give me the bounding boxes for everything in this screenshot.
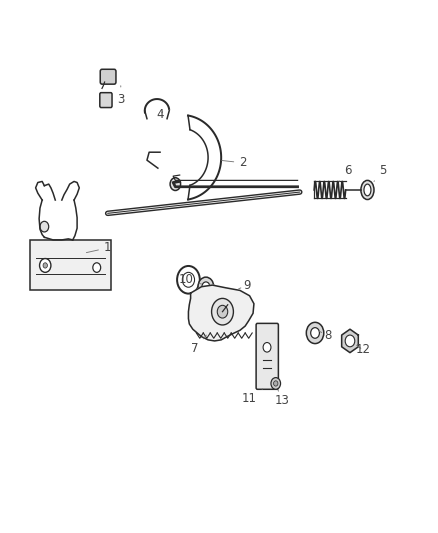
- Circle shape: [93, 263, 101, 272]
- Text: 9: 9: [239, 279, 251, 292]
- Circle shape: [263, 343, 271, 352]
- Circle shape: [39, 259, 51, 272]
- Text: 8: 8: [319, 329, 332, 342]
- Text: 3: 3: [117, 86, 124, 106]
- FancyBboxPatch shape: [100, 93, 112, 108]
- Text: 1: 1: [86, 241, 111, 254]
- Circle shape: [202, 282, 210, 292]
- Text: 6: 6: [339, 164, 352, 181]
- Circle shape: [198, 277, 214, 296]
- Circle shape: [311, 328, 319, 338]
- FancyBboxPatch shape: [30, 240, 111, 290]
- Circle shape: [274, 381, 278, 386]
- Text: 2: 2: [222, 156, 247, 169]
- Text: 12: 12: [356, 343, 371, 357]
- Text: 13: 13: [275, 390, 290, 407]
- Circle shape: [177, 266, 200, 294]
- Circle shape: [40, 221, 49, 232]
- Circle shape: [182, 272, 194, 287]
- Circle shape: [217, 305, 228, 318]
- Ellipse shape: [361, 180, 374, 199]
- FancyBboxPatch shape: [100, 69, 116, 84]
- Circle shape: [345, 335, 355, 347]
- FancyBboxPatch shape: [256, 324, 279, 389]
- Polygon shape: [188, 285, 254, 341]
- Text: 7: 7: [191, 335, 206, 356]
- Circle shape: [212, 298, 233, 325]
- Circle shape: [306, 322, 324, 344]
- Text: 10: 10: [179, 273, 201, 286]
- Polygon shape: [342, 329, 358, 353]
- Text: 5: 5: [374, 164, 386, 181]
- Circle shape: [271, 377, 281, 389]
- Text: 11: 11: [242, 389, 263, 405]
- Circle shape: [43, 263, 47, 268]
- Ellipse shape: [364, 184, 371, 196]
- Text: 4: 4: [156, 109, 164, 122]
- Circle shape: [170, 177, 180, 190]
